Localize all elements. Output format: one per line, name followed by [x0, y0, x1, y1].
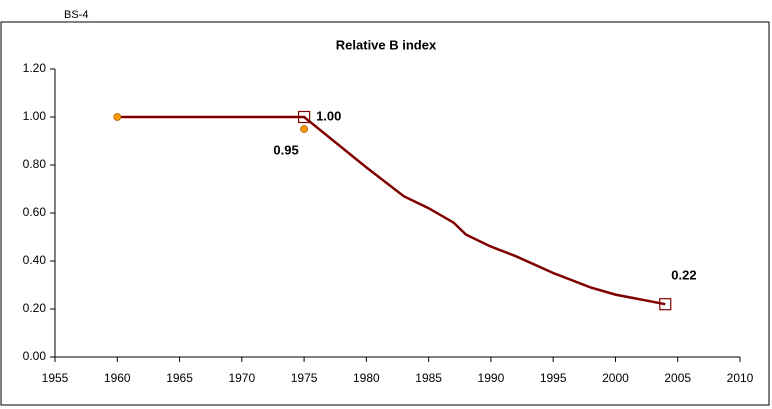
x-tick-label: 1955	[42, 371, 69, 385]
data-point	[300, 125, 308, 133]
chart-frame	[0, 21, 770, 406]
y-tick-label: 0.40	[23, 253, 47, 267]
x-tick-label: 1980	[353, 371, 380, 385]
x-tick-label: 2010	[727, 371, 754, 385]
y-tick-label: 0.20	[23, 301, 47, 315]
x-tick-label: 1960	[104, 371, 131, 385]
data-label: 1.00	[316, 108, 341, 123]
y-tick-label: 1.00	[23, 109, 47, 123]
x-tick-label: 1970	[228, 371, 255, 385]
y-tick-label: 0.80	[23, 157, 47, 171]
x-tick-label: 1995	[540, 371, 567, 385]
x-tick-label: 1990	[478, 371, 505, 385]
y-tick-label: 0.00	[23, 349, 47, 363]
x-tick-label: 2000	[602, 371, 629, 385]
chart-title: Relative B index	[336, 37, 437, 52]
x-tick-label: 1985	[415, 371, 442, 385]
y-tick-label: 1.20	[23, 61, 47, 75]
data-point	[113, 113, 122, 121]
data-label: 0.22	[671, 268, 696, 283]
data-point	[659, 298, 672, 311]
corner-label: BS-4	[64, 9, 88, 21]
y-tick-label: 0.60	[23, 205, 47, 219]
x-tick-label: 1965	[166, 371, 193, 385]
data-label: 0.95	[273, 142, 298, 157]
data-point	[297, 110, 311, 124]
x-tick-label: 2005	[664, 371, 691, 385]
data-line	[117, 115, 666, 306]
x-tick-label: 1975	[291, 371, 318, 385]
